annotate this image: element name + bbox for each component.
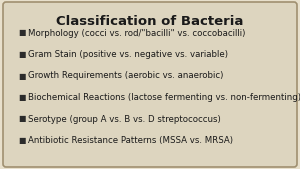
Text: ■: ■ xyxy=(18,50,26,59)
Text: Morphology (cocci vs. rod/"bacilli" vs. coccobacilli): Morphology (cocci vs. rod/"bacilli" vs. … xyxy=(28,29,245,38)
Text: Serotype (group A vs. B vs. D streptococcus): Serotype (group A vs. B vs. D streptococ… xyxy=(28,115,221,124)
Text: ■: ■ xyxy=(18,136,26,145)
Text: Growth Requirements (aerobic vs. anaerobic): Growth Requirements (aerobic vs. anaerob… xyxy=(28,71,224,80)
Text: ■: ■ xyxy=(18,71,26,80)
Text: Gram Stain (positive vs. negative vs. variable): Gram Stain (positive vs. negative vs. va… xyxy=(28,50,228,59)
FancyBboxPatch shape xyxy=(3,2,297,167)
Text: ■: ■ xyxy=(18,29,26,38)
Text: Classification of Bacteria: Classification of Bacteria xyxy=(56,15,244,28)
Text: Biochemical Reactions (lactose fermenting vs. non-fermenting): Biochemical Reactions (lactose fermentin… xyxy=(28,93,300,102)
Text: Antibiotic Resistance Patterns (MSSA vs. MRSA): Antibiotic Resistance Patterns (MSSA vs.… xyxy=(28,136,233,145)
Text: ■: ■ xyxy=(18,93,26,102)
Text: ■: ■ xyxy=(18,115,26,124)
